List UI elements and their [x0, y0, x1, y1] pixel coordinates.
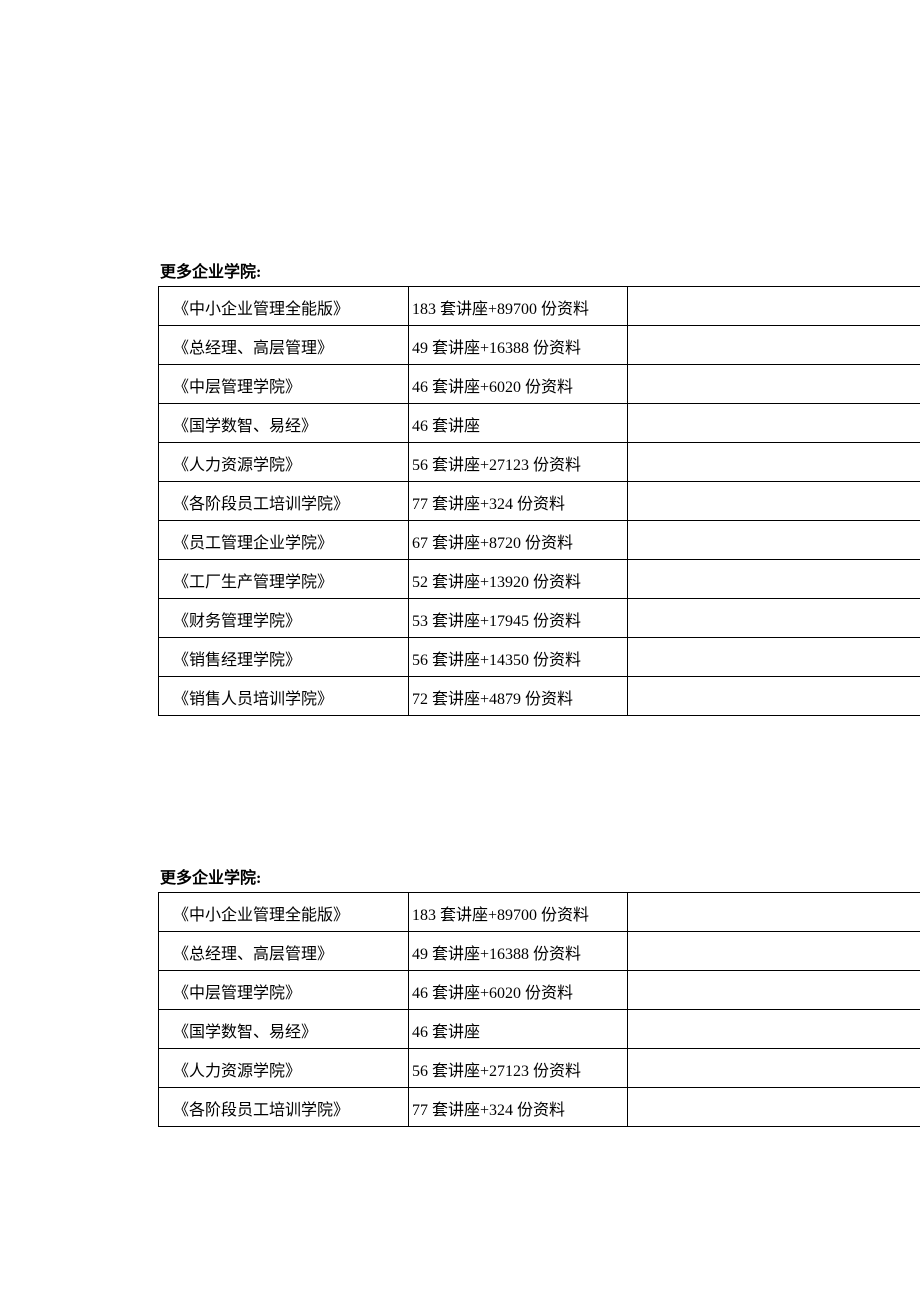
table-row: 《中小企业管理全能版》183 套讲座+89700 份资料 — [159, 893, 920, 932]
course-name: 《中小企业管理全能版》 — [159, 287, 409, 326]
course-table: 《中小企业管理全能版》183 套讲座+89700 份资料 《总经理、高层管理》4… — [158, 893, 920, 1127]
course-desc: 77 套讲座+324 份资料 — [409, 1088, 628, 1127]
empty-cell — [628, 404, 920, 443]
course-desc: 77 套讲座+324 份资料 — [409, 482, 628, 521]
course-name: 《各阶段员工培训学院》 — [159, 1088, 409, 1127]
course-desc: 46 套讲座+6020 份资料 — [409, 365, 628, 404]
course-desc: 46 套讲座+6020 份资料 — [409, 971, 628, 1010]
empty-cell — [628, 599, 920, 638]
course-name: 《各阶段员工培训学院》 — [159, 482, 409, 521]
empty-cell — [628, 482, 920, 521]
empty-cell — [628, 893, 920, 932]
course-name: 《国学数智、易经》 — [159, 404, 409, 443]
empty-cell — [628, 1049, 920, 1088]
course-desc: 53 套讲座+17945 份资料 — [409, 599, 628, 638]
course-name: 《工厂生产管理学院》 — [159, 560, 409, 599]
course-desc: 183 套讲座+89700 份资料 — [409, 893, 628, 932]
empty-cell — [628, 1010, 920, 1049]
empty-cell — [628, 326, 920, 365]
table-row: 《员工管理企业学院》67 套讲座+8720 份资料 — [159, 521, 920, 560]
course-desc: 56 套讲座+14350 份资料 — [409, 638, 628, 677]
course-desc: 46 套讲座 — [409, 404, 628, 443]
table-row: 《国学数智、易经》46 套讲座 — [159, 404, 920, 443]
empty-cell — [628, 677, 920, 716]
table-row: 《中小企业管理全能版》183 套讲座+89700 份资料 — [159, 287, 920, 326]
table-row: 《人力资源学院》56 套讲座+27123 份资料 — [159, 443, 920, 482]
table-row: 《总经理、高层管理》49 套讲座+16388 份资料 — [159, 326, 920, 365]
table-row: 《销售经理学院》56 套讲座+14350 份资料 — [159, 638, 920, 677]
course-desc: 49 套讲座+16388 份资料 — [409, 326, 628, 365]
course-section-1: 更多企业学院: 《中小企业管理全能版》183 套讲座+89700 份资料 《总经… — [158, 258, 920, 716]
course-desc: 72 套讲座+4879 份资料 — [409, 677, 628, 716]
course-name: 《人力资源学院》 — [159, 443, 409, 482]
table-row: 《销售人员培训学院》72 套讲座+4879 份资料 — [159, 677, 920, 716]
document-content: 更多企业学院: 《中小企业管理全能版》183 套讲座+89700 份资料 《总经… — [0, 0, 920, 1127]
course-desc: 46 套讲座 — [409, 1010, 628, 1049]
course-name: 《总经理、高层管理》 — [159, 932, 409, 971]
table-row: 《各阶段员工培训学院》77 套讲座+324 份资料 — [159, 1088, 920, 1127]
course-name: 《总经理、高层管理》 — [159, 326, 409, 365]
course-section-2: 更多企业学院: 《中小企业管理全能版》183 套讲座+89700 份资料 《总经… — [158, 864, 920, 1127]
empty-cell — [628, 560, 920, 599]
table-row: 《中层管理学院》46 套讲座+6020 份资料 — [159, 971, 920, 1010]
table-row: 《人力资源学院》56 套讲座+27123 份资料 — [159, 1049, 920, 1088]
course-desc: 56 套讲座+27123 份资料 — [409, 443, 628, 482]
course-name: 《中小企业管理全能版》 — [159, 893, 409, 932]
table-row: 《总经理、高层管理》49 套讲座+16388 份资料 — [159, 932, 920, 971]
empty-cell — [628, 521, 920, 560]
course-name: 《人力资源学院》 — [159, 1049, 409, 1088]
table-row: 《财务管理学院》53 套讲座+17945 份资料 — [159, 599, 920, 638]
section-header: 更多企业学院: — [158, 258, 920, 287]
empty-cell — [628, 365, 920, 404]
empty-cell — [628, 638, 920, 677]
empty-cell — [628, 287, 920, 326]
course-name: 《中层管理学院》 — [159, 971, 409, 1010]
table-row: 《中层管理学院》46 套讲座+6020 份资料 — [159, 365, 920, 404]
course-table: 《中小企业管理全能版》183 套讲座+89700 份资料 《总经理、高层管理》4… — [158, 287, 920, 716]
course-name: 《销售人员培训学院》 — [159, 677, 409, 716]
course-name: 《国学数智、易经》 — [159, 1010, 409, 1049]
table-row: 《工厂生产管理学院》52 套讲座+13920 份资料 — [159, 560, 920, 599]
empty-cell — [628, 971, 920, 1010]
course-name: 《员工管理企业学院》 — [159, 521, 409, 560]
section-header: 更多企业学院: — [158, 864, 920, 893]
table-row: 《国学数智、易经》46 套讲座 — [159, 1010, 920, 1049]
course-name: 《财务管理学院》 — [159, 599, 409, 638]
table-row: 《各阶段员工培训学院》77 套讲座+324 份资料 — [159, 482, 920, 521]
course-desc: 49 套讲座+16388 份资料 — [409, 932, 628, 971]
empty-cell — [628, 932, 920, 971]
course-desc: 52 套讲座+13920 份资料 — [409, 560, 628, 599]
empty-cell — [628, 1088, 920, 1127]
course-desc: 183 套讲座+89700 份资料 — [409, 287, 628, 326]
course-name: 《中层管理学院》 — [159, 365, 409, 404]
empty-cell — [628, 443, 920, 482]
course-desc: 56 套讲座+27123 份资料 — [409, 1049, 628, 1088]
course-name: 《销售经理学院》 — [159, 638, 409, 677]
course-desc: 67 套讲座+8720 份资料 — [409, 521, 628, 560]
